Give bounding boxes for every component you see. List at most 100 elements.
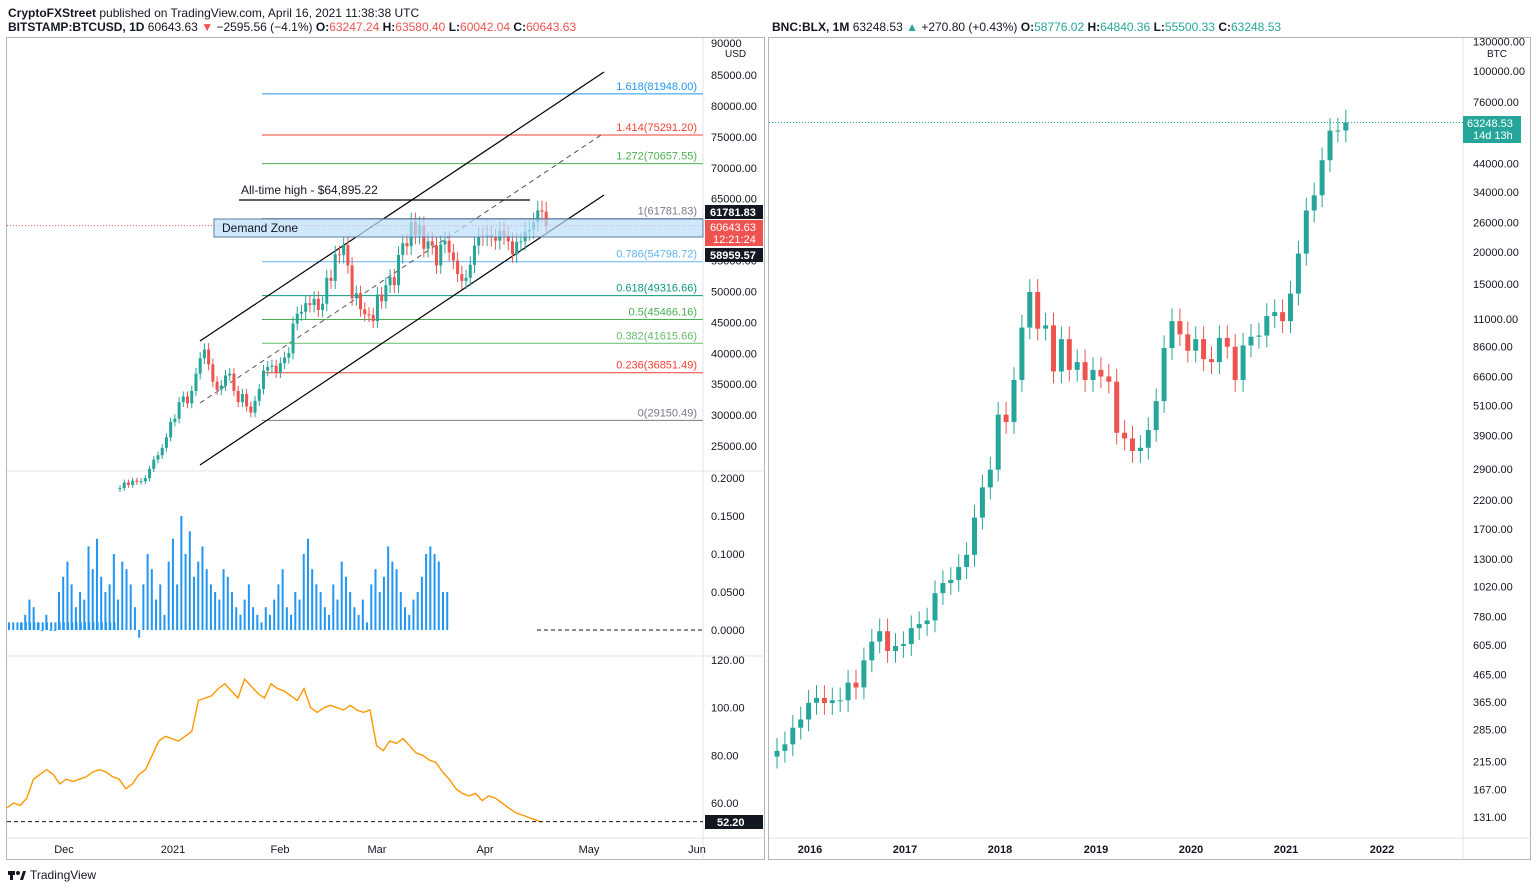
candle-body[interactable] <box>1161 348 1167 402</box>
candle-body[interactable] <box>540 210 544 212</box>
candle-body[interactable] <box>270 365 274 367</box>
candle-body[interactable] <box>924 620 930 625</box>
candle-body[interactable] <box>1256 335 1262 337</box>
candle-body[interactable] <box>1098 369 1104 377</box>
candle-body[interactable] <box>1288 293 1293 322</box>
candle-body[interactable] <box>266 366 270 371</box>
tradingview-footer[interactable]: TradingView <box>8 868 96 882</box>
candle-body[interactable] <box>397 254 401 286</box>
candle-body[interactable] <box>131 480 135 485</box>
candle-body[interactable] <box>325 277 329 304</box>
candle-body[interactable] <box>821 697 827 704</box>
candle-body[interactable] <box>1303 210 1309 254</box>
candle-body[interactable] <box>1090 369 1096 380</box>
candle-body[interactable] <box>932 593 938 621</box>
candle-body[interactable] <box>139 481 143 483</box>
candle-body[interactable] <box>1043 325 1049 329</box>
candle-body[interactable] <box>948 579 954 584</box>
candle-body[interactable] <box>447 240 451 253</box>
candle-body[interactable] <box>363 309 367 315</box>
candle-body[interactable] <box>148 468 152 479</box>
candle-body[interactable] <box>228 373 232 376</box>
candle-body[interactable] <box>814 697 819 703</box>
candle-body[interactable] <box>380 294 384 302</box>
candle-body[interactable] <box>1066 339 1072 370</box>
candle-body[interactable] <box>885 631 891 651</box>
candle-body[interactable] <box>304 303 308 312</box>
candle-body[interactable] <box>1295 253 1301 294</box>
candle-body[interactable] <box>287 353 291 358</box>
candle-body[interactable] <box>1193 339 1199 351</box>
candle-body[interactable] <box>1145 429 1151 448</box>
candle-body[interactable] <box>126 482 130 485</box>
candle-body[interactable] <box>1335 130 1341 132</box>
candle-body[interactable] <box>405 243 409 247</box>
left-symbol[interactable]: BITSTAMP:BTCUSD, 1D <box>8 20 145 34</box>
candle-body[interactable] <box>156 455 160 460</box>
candle-body[interactable] <box>964 554 970 568</box>
left-chart-canvas[interactable]: 1.618(81948.00) 1.414(75291.20) 1.272(7065… <box>6 38 766 861</box>
candle-body[interactable] <box>869 641 875 661</box>
candle-body[interactable] <box>1280 312 1286 322</box>
candle-body[interactable] <box>346 245 350 266</box>
candle-body[interactable] <box>316 298 320 310</box>
candle-body[interactable] <box>152 459 156 469</box>
right-chart-canvas[interactable]: 130000.00 100000.00 76000.00 44000.00 34000.… <box>769 37 1532 861</box>
candle-body[interactable] <box>1003 414 1009 423</box>
candle-body[interactable] <box>1272 312 1278 317</box>
candle-body[interactable] <box>371 314 375 322</box>
candle-body[interactable] <box>494 237 498 241</box>
candle-body[interactable] <box>236 390 240 403</box>
candle-body[interactable] <box>1224 337 1230 347</box>
candle-body[interactable] <box>160 447 164 456</box>
candle-body[interactable] <box>1027 291 1033 328</box>
candle-body[interactable] <box>468 264 472 278</box>
candle-body[interactable] <box>893 645 898 651</box>
candle-body[interactable] <box>1311 195 1317 211</box>
candle-body[interactable] <box>202 349 206 359</box>
candle-body[interactable] <box>774 750 780 757</box>
candle-body[interactable] <box>845 682 851 701</box>
candle-body[interactable] <box>211 364 215 382</box>
candle-body[interactable] <box>940 583 946 594</box>
candle-body[interactable] <box>1209 359 1214 363</box>
candle-body[interactable] <box>1343 122 1349 131</box>
candle-body[interactable] <box>291 323 295 354</box>
candle-body[interactable] <box>536 210 540 223</box>
candle-body[interactable] <box>283 357 287 364</box>
candle-body[interactable] <box>806 702 812 720</box>
candle-body[interactable] <box>1011 379 1017 423</box>
candle-body[interactable] <box>342 245 346 255</box>
candle-body[interactable] <box>207 349 211 365</box>
candle-body[interactable] <box>177 402 181 419</box>
candle-body[interactable] <box>829 700 835 704</box>
candle-body[interactable] <box>143 478 147 482</box>
candle-body[interactable] <box>464 277 468 281</box>
candle-body[interactable] <box>995 414 1001 470</box>
candle-body[interactable] <box>782 744 788 751</box>
candle-body[interactable] <box>853 682 859 688</box>
candle-body[interactable] <box>972 517 977 555</box>
candle-body[interactable] <box>460 274 464 281</box>
candle-body[interactable] <box>350 265 354 299</box>
candle-body[interactable] <box>1264 316 1270 336</box>
candle-body[interactable] <box>384 285 388 302</box>
candle-body[interactable] <box>388 277 392 286</box>
candle-body[interactable] <box>916 624 922 629</box>
candle-body[interactable] <box>956 567 962 580</box>
candle-body[interactable] <box>1216 337 1222 363</box>
candle-body[interactable] <box>435 245 438 266</box>
candle-body[interactable] <box>1137 447 1143 452</box>
candle-body[interactable] <box>1035 291 1041 329</box>
candle-body[interactable] <box>506 235 510 242</box>
candle-body[interactable] <box>329 277 333 281</box>
candle-body[interactable] <box>1130 438 1135 452</box>
candle-body[interactable] <box>257 389 261 401</box>
candle-body[interactable] <box>1153 401 1159 430</box>
candle-body[interactable] <box>1106 376 1112 382</box>
candle-body[interactable] <box>515 241 519 255</box>
candle-body[interactable] <box>1051 325 1056 372</box>
candle-body[interactable] <box>1177 321 1183 335</box>
demand-zone[interactable] <box>213 218 704 238</box>
candle-body[interactable] <box>519 241 523 243</box>
